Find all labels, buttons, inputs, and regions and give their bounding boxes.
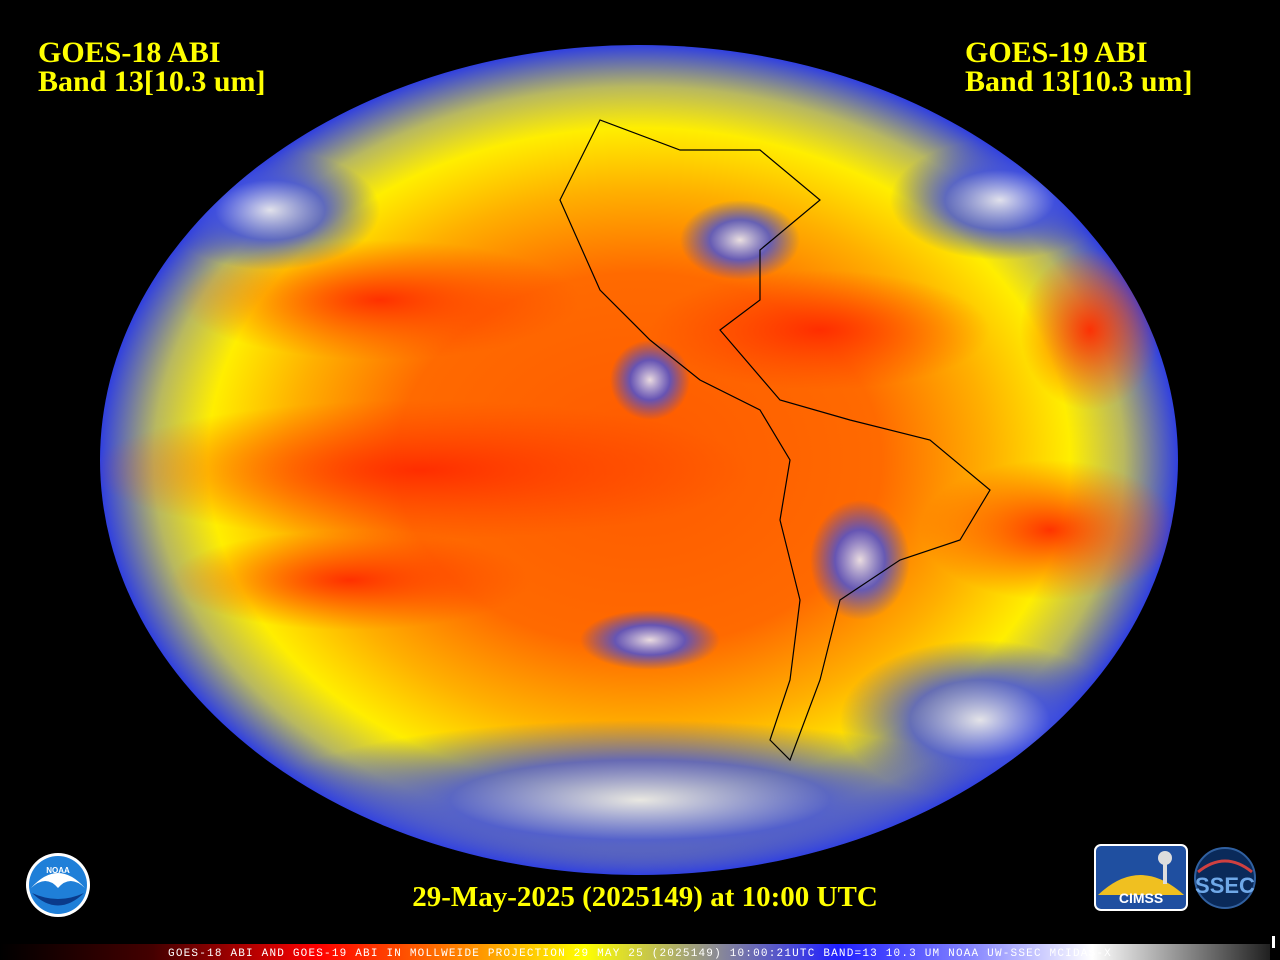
cimss-text: CIMSS: [1119, 890, 1163, 906]
color-bar: [0, 944, 1270, 960]
left-satellite: GOES-18 ABI: [38, 36, 221, 69]
cimss-logo: CIMSS: [1094, 844, 1188, 911]
coastline: [559, 119, 991, 762]
ssec-logo: SSEC: [1194, 847, 1256, 909]
right-band: Band 13[10.3 um]: [965, 65, 1193, 98]
tick: [1272, 936, 1275, 948]
left-band: Band 13[10.3 um]: [38, 65, 266, 98]
noaa-logo: NOAA: [26, 853, 90, 917]
footer-text: GOES-18 ABI AND GOES-19 ABI IN MOLLWEIDE…: [168, 948, 1112, 960]
right-satellite: GOES-19 ABI: [965, 36, 1148, 69]
ssec-text: SSEC: [1195, 873, 1255, 898]
noaa-text: NOAA: [46, 866, 70, 875]
timestamp: 29-May-2025 (2025149) at 10:00 UTC: [412, 881, 878, 913]
